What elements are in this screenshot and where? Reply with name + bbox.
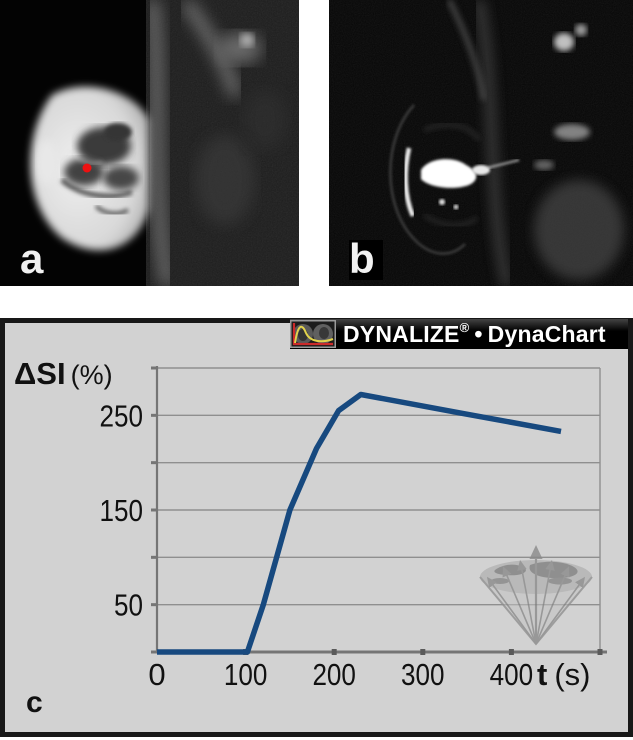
- y-tick-label-150: 150: [100, 493, 144, 528]
- product-name: DynaChart: [487, 320, 606, 347]
- y-tick-mark: [151, 508, 157, 512]
- mri-image-b: [329, 0, 633, 286]
- y-tick-mark: [151, 603, 157, 607]
- y-tick-mark: [151, 650, 157, 654]
- x-tick-label-300: 300: [401, 657, 445, 692]
- x-axis-title: t (s): [537, 657, 590, 692]
- dynachart-panel: [0, 318, 633, 737]
- roi-marker-dot: [82, 163, 92, 173]
- x-tick-mark: [508, 649, 514, 655]
- x-tick-mark: [420, 649, 426, 655]
- y-tick-mark: [151, 413, 157, 417]
- x-tick-label-0: 0: [148, 657, 165, 692]
- y-tick-label-50: 50: [114, 588, 143, 623]
- x-tick-label-200: 200: [312, 657, 356, 692]
- mri-panel-b: b: [329, 0, 633, 286]
- brand-separator: •: [474, 320, 483, 347]
- dynalize-logo-icon: [290, 320, 336, 348]
- y-axis-title-unit: (%): [70, 360, 113, 390]
- y-axis-title-main: ΔSI: [14, 356, 66, 391]
- enhancement-curve: [157, 391, 562, 655]
- y-axis-tick-labels: 250 150 50: [100, 398, 144, 622]
- x-tick-mark: [331, 649, 337, 655]
- header-title: DYNALIZE® • DynaChart: [343, 319, 606, 348]
- chart-gridlines: [157, 367, 601, 652]
- dynalize-header-bar: DYNALIZE® • DynaChart: [290, 319, 628, 349]
- cone-globe-watermark-icon: [479, 544, 593, 646]
- y-tick-label-250: 250: [100, 398, 144, 433]
- x-tick-label-100: 100: [224, 657, 268, 692]
- y-axis-title: ΔSI (%): [14, 356, 113, 392]
- y-tick-mark: [151, 461, 157, 465]
- x-axis-title-unit: (s): [554, 657, 590, 692]
- enhancement-chart: 250 150 50 0 100 200 300 400: [100, 366, 607, 692]
- x-axis-title-main: t: [537, 657, 547, 692]
- x-tick-mark: [597, 649, 603, 655]
- y-tick-mark: [151, 555, 157, 559]
- panel-b-label: b: [349, 235, 375, 282]
- registered-mark: ®: [459, 319, 470, 335]
- x-tick-label-400: 400: [490, 657, 534, 692]
- y-tick-mark: [151, 366, 157, 370]
- brand-name: DYNALIZE: [343, 320, 460, 347]
- mri-image-a: [0, 0, 299, 286]
- mri-panel-a: a: [0, 0, 299, 286]
- x-axis-tick-labels: 0 100 200 300 400: [148, 657, 533, 692]
- panel-c-label: c: [26, 686, 43, 719]
- panel-a-label: a: [20, 235, 44, 282]
